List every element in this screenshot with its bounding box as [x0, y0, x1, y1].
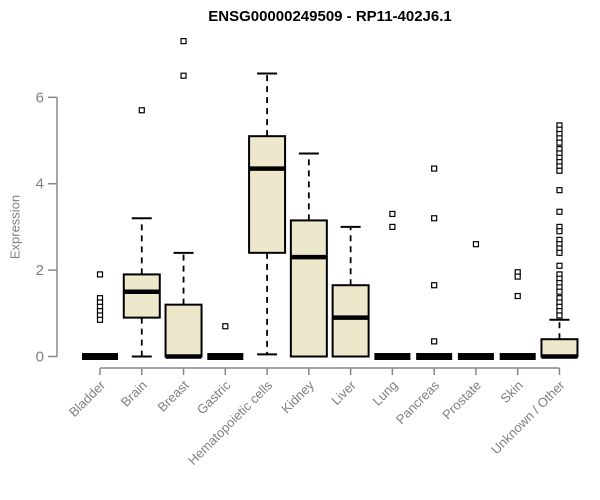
box-skin [499, 353, 536, 360]
x-tick-label-pancreas: Pancreas [393, 377, 443, 427]
outlier-skin-2 [514, 292, 521, 300]
boxplot-breast [164, 38, 203, 359]
outlier-lung-1 [389, 223, 396, 230]
x-tick-label-prostate: Prostate [439, 378, 484, 423]
boxplot-unknown-other [540, 122, 579, 359]
box-kidney [289, 219, 328, 358]
outlier-unknown-other-19 [556, 262, 563, 269]
outlier-gastric-0 [222, 323, 229, 330]
outlier-pancreas-2 [431, 282, 438, 289]
box-brain [122, 273, 161, 319]
boxplot-brain [122, 107, 161, 358]
boxplot-bladder [82, 271, 118, 360]
outlier-breast-0 [180, 38, 187, 45]
outlier-unknown-other-29 [556, 312, 563, 319]
x-tick-label-unknown-other: Unknown / Other [488, 377, 568, 457]
box-bladder [82, 353, 118, 360]
outlier-skin-1 [514, 273, 521, 280]
box-breast [164, 303, 203, 358]
outlier-breast-1 [180, 72, 187, 79]
box-prostate [457, 353, 494, 360]
y-axis-label: Expression [7, 194, 23, 260]
x-tick-label-kidney: Kidney [278, 377, 317, 416]
outlier-prostate-0 [472, 241, 480, 248]
boxplot-skin [499, 269, 536, 360]
y-tick-label: 4 [36, 176, 44, 193]
outlier-unknown-other-11 [556, 187, 563, 194]
boxplot-pancreas [416, 165, 453, 360]
outlier-unknown-other-12 [556, 208, 563, 215]
x-tick-label-gastric: Gastric [194, 377, 234, 417]
x-tick-label-brain: Brain [118, 378, 150, 410]
outlier-unknown-other-10 [556, 167, 563, 174]
boxplot-hematopoietic-cells [248, 72, 287, 356]
box-pancreas [416, 353, 453, 360]
x-tick-label-skin: Skin [497, 378, 525, 406]
boxplot-liver [331, 225, 370, 358]
outlier-bladder-6 [96, 316, 104, 323]
chart-title: ENSG00000249509 - RP11-402J6.1 [208, 8, 452, 25]
box-lung [374, 353, 411, 360]
box-gastric [207, 353, 244, 360]
box-hematopoietic-cells [248, 135, 287, 254]
boxplot-gastric [207, 323, 244, 360]
x-tick-label-liver: Liver [328, 377, 359, 408]
outlier-lung-0 [389, 210, 396, 218]
outlier-unknown-other-14 [556, 228, 563, 235]
outlier-unknown-other-24 [556, 288, 563, 295]
x-tick-label-lung: Lung [369, 378, 400, 409]
y-tick-label: 6 [36, 89, 44, 106]
outlier-unknown-other-18 [556, 249, 563, 256]
outlier-bladder-0 [96, 271, 104, 278]
x-tick-label-breast: Breast [154, 377, 191, 414]
box-liver [331, 284, 370, 358]
x-tick-label-bladder: Bladder [66, 377, 109, 420]
box-unknown-other [540, 338, 579, 358]
y-tick-label: 2 [36, 262, 44, 279]
outlier-pancreas-0 [431, 165, 438, 172]
outlier-pancreas-1 [431, 215, 438, 222]
boxplot-kidney [289, 152, 328, 358]
boxplot-lung [374, 210, 411, 360]
boxplot-prostate [457, 241, 494, 360]
outlier-unknown-other-4 [556, 139, 563, 146]
outlier-pancreas-3 [431, 338, 438, 345]
outlier-brain-0 [138, 107, 145, 114]
y-tick-label: 0 [36, 349, 44, 366]
